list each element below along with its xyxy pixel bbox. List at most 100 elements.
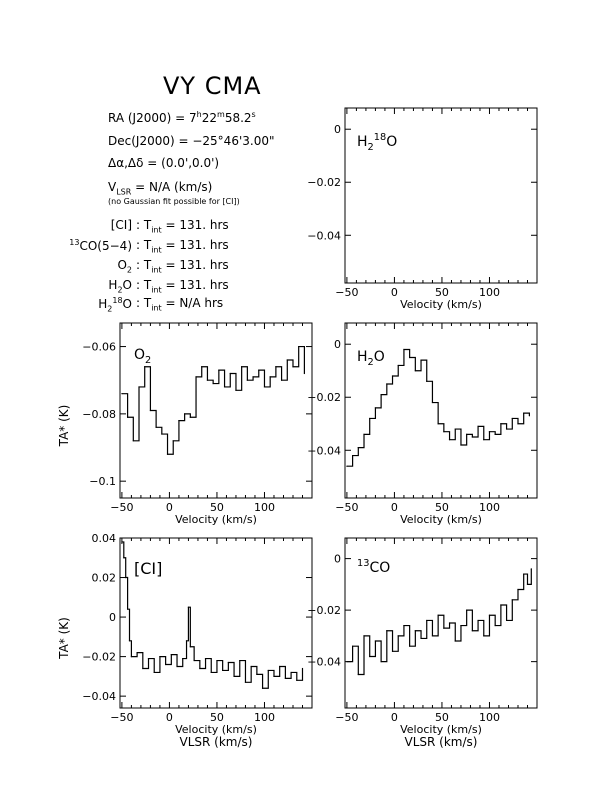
x-tick-label: −50 [335, 501, 358, 514]
x-tick-label: 50 [210, 711, 224, 724]
spectrum-point [250, 665, 252, 668]
spectrum-point [483, 635, 485, 637]
panel-frame [344, 107, 538, 284]
spectrum-line [121, 541, 304, 689]
spectrum-point [161, 433, 163, 435]
spectrum-point [267, 669, 269, 672]
spectrum-point [437, 423, 439, 425]
spectrum-line [346, 348, 530, 467]
spectrum-point [130, 656, 133, 658]
spectrum-point [448, 439, 451, 441]
spectrum-point [241, 366, 243, 368]
spectrum-point [517, 423, 519, 425]
spectrum-point [170, 654, 172, 656]
x-tick-label: 50 [435, 711, 449, 724]
panel-h218o: −50 0 50 100 0 −0.02 −0.04 Velocity (km/s) H218O [307, 107, 538, 311]
panel-label-13co: 13CO [357, 558, 390, 576]
spectrum-point [233, 675, 235, 677]
spectrum-point [138, 386, 140, 388]
spectrum-point [244, 681, 247, 683]
spectrum-point [374, 640, 377, 642]
spectrum-point [530, 568, 532, 570]
spectrum-point [420, 359, 422, 361]
spectrum-point [252, 376, 254, 378]
spectrum-point [269, 376, 271, 378]
x-tick-label: 100 [479, 501, 500, 514]
spectrum-point [448, 622, 451, 624]
spectrum-point [414, 370, 416, 372]
spectrum-point [121, 393, 123, 395]
spectrum-point [426, 380, 428, 382]
spectrum-point [346, 465, 348, 467]
x-tick-label: 0 [391, 286, 398, 299]
ra-line: RA (J2000) = 7h22m58.2s [108, 110, 256, 125]
x-axis-label: Velocity (km/s) [175, 723, 257, 736]
spectrum-point [229, 372, 231, 375]
spectrum-point [357, 447, 359, 449]
spectrum-point [500, 423, 502, 425]
spectrum-point [386, 630, 388, 632]
vlsr-value: N/A (km/s) [149, 180, 213, 194]
x-axis-label: Velocity (km/s) [175, 513, 257, 526]
spectrum-point [409, 356, 411, 359]
spectrum-point [195, 376, 197, 378]
spectrum-point [136, 652, 138, 654]
spectrum-point [182, 657, 184, 660]
spectrum-point [471, 630, 473, 632]
spectrum-point [290, 671, 292, 674]
spectrum-point [528, 415, 530, 417]
x-tick-label: 0 [166, 501, 173, 514]
spectrum-point [466, 609, 468, 611]
spectrum-point [523, 412, 525, 414]
int-time-o2: : Tint = 131. hrs [136, 258, 229, 275]
spectrum-point [184, 413, 186, 415]
spectrum-point [505, 619, 508, 622]
y-tick-label: 0 [334, 338, 341, 351]
ra-value: 7h22m58.2s [189, 110, 256, 125]
panel-h2o: −50 0 50 100 0 −0.02 −0.04 Velocity (km/s) H2O [307, 322, 538, 526]
x-tick-label: 100 [479, 286, 500, 299]
y-tick-label: −0.02 [307, 176, 341, 189]
spectrum-point [494, 433, 496, 435]
spectrum-point [346, 661, 348, 663]
spectrum-point [199, 667, 201, 670]
spectrum-point [216, 659, 218, 662]
spectrum-point [454, 428, 456, 430]
spectrum-point [483, 439, 485, 441]
spectrum-point [144, 366, 146, 368]
spectrum-point [223, 386, 226, 388]
int-species-o2: O2 [117, 258, 132, 275]
spectrum-point [523, 573, 525, 575]
spectrum-point [494, 624, 496, 627]
spectrum-point [369, 655, 371, 658]
x-tick-label: 50 [210, 501, 224, 514]
spectrum-point [149, 409, 152, 412]
y-tick-label: −0.06 [82, 341, 116, 354]
spectrum-point [246, 379, 248, 381]
spectrum-point [280, 379, 283, 381]
page-title: VY CMA [163, 72, 262, 100]
y-tick-label: 0 [109, 611, 116, 624]
panel-label-ci: [CI] [134, 559, 162, 578]
int-time-h2o: : Tint = 131. hrs [136, 278, 229, 295]
int-species-ci: [CI] [110, 218, 132, 232]
spectrum-point [261, 687, 264, 689]
spectrum-point [189, 646, 191, 648]
spectrum-point [147, 657, 150, 660]
spectrum-point [386, 383, 388, 385]
x-tick-label: 0 [391, 501, 398, 514]
y-tick-label: 0.02 [92, 572, 117, 585]
spectrum-point [471, 436, 473, 438]
spectrum-point [409, 645, 411, 647]
dec-label: Dec(J2000) [108, 134, 175, 148]
spectrum-point [301, 667, 304, 670]
spectrum-point [414, 630, 416, 632]
int-species-13co: 13CO(5−4) [69, 238, 132, 253]
y-axis-label: TA* (K) [57, 405, 71, 448]
spectrum-point [517, 588, 519, 591]
spectrum-point [292, 366, 294, 368]
spectrum-point [437, 614, 439, 616]
spectrum-point [298, 345, 300, 348]
spectrum-point [165, 663, 167, 666]
